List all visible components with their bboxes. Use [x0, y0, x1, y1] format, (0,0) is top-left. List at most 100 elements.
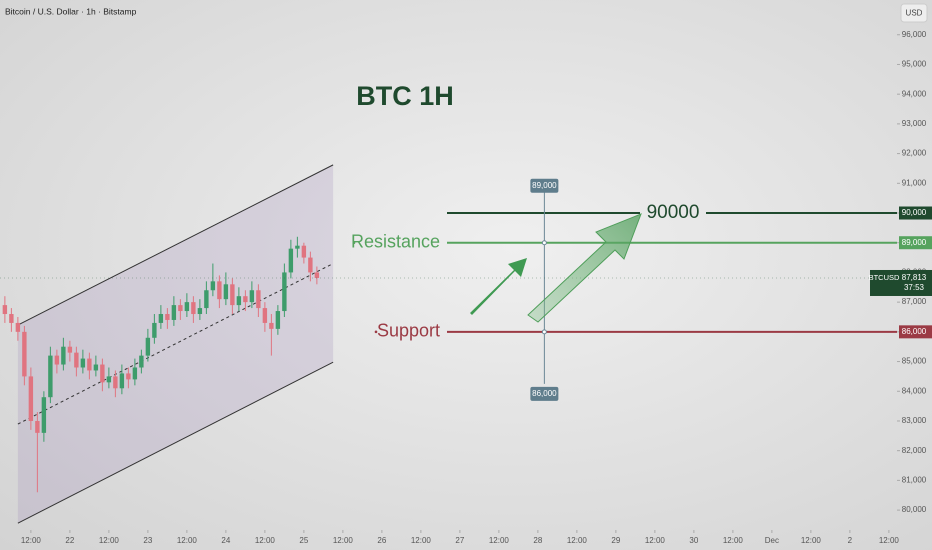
candle-body	[197, 308, 203, 315]
candle-body	[126, 373, 131, 380]
x-tick-label: 24	[221, 536, 230, 545]
candle-body	[282, 272, 287, 312]
arrow-small	[470, 258, 527, 315]
level-dot	[374, 330, 378, 334]
level-text: Resistance	[351, 231, 440, 251]
level-price-box	[899, 236, 932, 250]
candle-body	[15, 322, 21, 332]
candle-body	[223, 284, 229, 300]
candle-body	[139, 355, 144, 368]
level-text: Support	[377, 321, 440, 341]
candle-body	[230, 284, 235, 306]
last-price-countdown: 37:53	[904, 283, 925, 292]
y-tick-label: 93,000	[902, 119, 927, 128]
measure-label: 86,000	[532, 389, 557, 398]
measure-point	[541, 240, 547, 246]
channel-line	[17, 361, 334, 524]
candle-body	[288, 248, 294, 273]
candle-body	[171, 305, 177, 320]
measure-point	[541, 329, 547, 335]
candle-body	[295, 245, 300, 249]
candle-body	[314, 272, 320, 278]
candle-body	[145, 337, 151, 356]
candle-body	[54, 355, 60, 365]
x-tick-label: 12:00	[801, 536, 822, 545]
level-text: 90000	[647, 202, 700, 223]
level-price-box	[899, 325, 932, 339]
x-tick-label: 22	[65, 536, 74, 545]
candle-body	[132, 367, 138, 380]
measure-label-box	[530, 178, 559, 193]
y-tick-label: 84,000	[902, 386, 927, 395]
y-tick-label: 91,000	[902, 178, 927, 187]
candle-body	[106, 376, 112, 383]
y-tick-label: 80,000	[902, 505, 927, 514]
candle-body	[275, 311, 281, 329]
x-tick-label: 12:00	[99, 536, 120, 545]
x-tick-label: 12:00	[723, 536, 744, 545]
x-tick-label: 12:00	[411, 536, 432, 545]
headline: BTC 1H	[356, 81, 454, 111]
chart-title: Bitcoin / U.S. Dollar · 1h · Bitstamp	[5, 6, 137, 16]
candle-body	[100, 364, 105, 383]
x-tick-label: 12:00	[567, 536, 588, 545]
candle-body	[67, 346, 73, 353]
y-tick-label: 87,000	[902, 297, 927, 306]
level-price-label: 90,000	[902, 208, 927, 217]
x-tick-label: 12:00	[489, 536, 510, 545]
x-tick-label: 27	[455, 536, 464, 545]
candle-body	[308, 257, 313, 273]
y-tick-label: 85,000	[902, 357, 927, 366]
candle-body	[28, 376, 34, 421]
candle-body	[93, 364, 99, 371]
candle-body	[165, 314, 170, 320]
candle-body	[61, 346, 66, 365]
y-tick-label: 95,000	[902, 60, 927, 69]
candle-body	[184, 302, 190, 312]
candle-body	[256, 290, 261, 309]
candle-body	[269, 322, 274, 329]
y-tick-label: 83,000	[902, 416, 927, 425]
x-tick-label: 23	[143, 536, 152, 545]
channel-midline	[17, 263, 334, 425]
candle-body	[262, 308, 268, 323]
candle-body	[35, 420, 40, 433]
candle-body	[2, 305, 8, 315]
candle-body	[249, 290, 255, 303]
last-price-label: 87,813	[902, 273, 927, 282]
candle-body	[41, 397, 47, 433]
candle-body	[243, 296, 248, 303]
y-tick-label: 81,000	[902, 475, 927, 484]
x-tick-label: 29	[611, 536, 620, 545]
level-dot	[352, 241, 356, 245]
candle-body	[22, 331, 27, 377]
channel-line	[17, 164, 334, 326]
candle-body	[48, 355, 53, 398]
candle-body	[178, 305, 183, 312]
candle-body	[210, 281, 216, 291]
x-tick-label: 2	[848, 536, 853, 545]
currency-label[interactable]: USD	[906, 9, 923, 18]
x-tick-label: 12:00	[21, 536, 42, 545]
level-price-box	[899, 206, 932, 220]
candle-body	[236, 296, 242, 306]
measure-label: 89,000	[532, 181, 557, 190]
candle-body	[9, 314, 14, 323]
y-tick-label: 92,000	[902, 149, 927, 158]
candle-body	[204, 290, 209, 309]
candle-body	[87, 358, 92, 371]
x-tick-label: 12:00	[645, 536, 666, 545]
candle-body	[113, 376, 118, 389]
level-price-label: 86,000	[902, 327, 927, 336]
candle-body	[301, 245, 307, 258]
x-tick-label: 12:00	[255, 536, 276, 545]
y-tick-label: 94,000	[902, 89, 927, 98]
level-price-label: 89,000	[902, 238, 927, 247]
x-tick-label: 12:00	[177, 536, 198, 545]
last-price-box	[870, 269, 932, 296]
currency-button[interactable]	[900, 3, 928, 23]
y-tick-label: 96,000	[902, 30, 927, 39]
